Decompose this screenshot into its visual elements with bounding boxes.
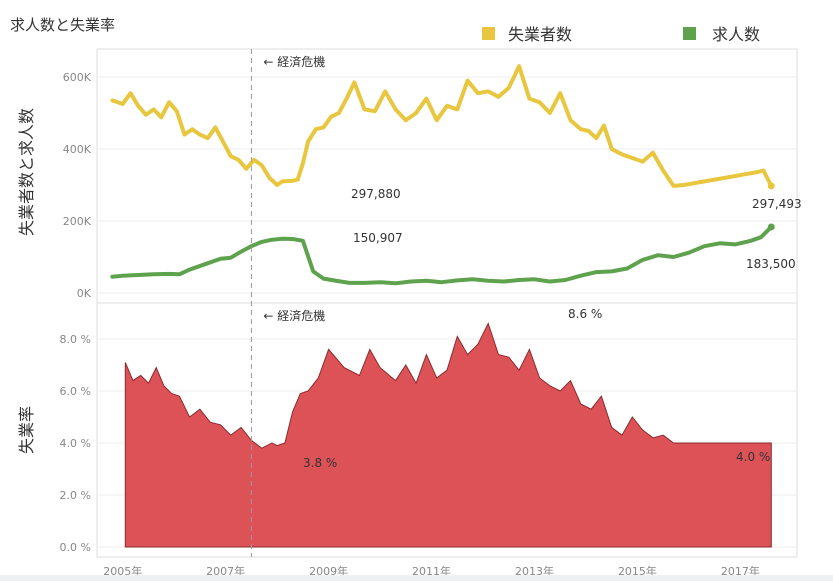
crisis-label-text: 経済危機 <box>277 308 325 323</box>
series-end-point[interactable] <box>767 182 775 190</box>
annotation-rate-min: 3.8 % <box>303 456 337 470</box>
legend-label-unemployed[interactable]: 失業者数 <box>508 25 572 44</box>
x-tick-label: 2017年 <box>721 564 760 578</box>
upper-y-ticks: 0K 200K 400K 600K <box>63 71 92 300</box>
arrow-left-icon: ← <box>263 309 273 323</box>
legend[interactable]: 失業者数 求人数 <box>482 25 760 44</box>
lower-y-tick-label: 2.0 % <box>60 489 91 502</box>
annotation-unemployed-min: 297,880 <box>351 187 401 201</box>
annotation-openings-end: 183,500 <box>746 257 796 271</box>
legend-swatch-openings <box>683 27 696 40</box>
crisis-label-text: 経済危機 <box>277 54 325 69</box>
annotation-rate-end: 4.0 % <box>736 450 770 464</box>
annotation-openings-peak: 150,907 <box>353 231 403 245</box>
lower-y-tick-label: 8.0 % <box>60 333 91 346</box>
unemployment-rate-area-path[interactable] <box>124 322 772 548</box>
legend-label-openings[interactable]: 求人数 <box>712 25 760 44</box>
series-line-openings[interactable] <box>110 224 774 286</box>
x-tick-label: 2007年 <box>206 564 245 578</box>
upper-y-tick-label: 200K <box>63 215 92 228</box>
series-line-unemployed[interactable] <box>110 64 774 188</box>
lower-y-tick-label: 0.0 % <box>60 541 91 554</box>
x-axis-ticks: 2005年 2007年 2009年 2011年 2013年 2015年 2017年 <box>103 564 760 578</box>
lower-y-tick-label: 4.0 % <box>60 437 91 450</box>
upper-gridlines <box>97 76 797 294</box>
upper-y-axis-label: 失業者数と求人数 <box>17 108 36 236</box>
annotation-unemployed-end: 297,493 <box>752 197 802 211</box>
x-tick-label: 2015年 <box>618 564 657 578</box>
lower-y-axis-label: 失業率 <box>17 406 36 454</box>
bottom-scroll-strip <box>0 575 833 581</box>
crisis-label-lower: ← 経済危機 <box>263 308 325 323</box>
x-tick-label: 2005年 <box>103 564 142 578</box>
x-tick-label: 2013年 <box>515 564 554 578</box>
lower-y-tick-label: 6.0 % <box>60 385 91 398</box>
chart-title: 求人数と失業率 <box>10 16 115 34</box>
line-series[interactable] <box>110 64 775 286</box>
lower-panel-frame <box>96 302 798 558</box>
arrow-left-icon: ← <box>263 55 273 69</box>
lower-y-ticks: 0.0 % 2.0 % 4.0 % 6.0 % 8.0 % <box>60 333 91 554</box>
legend-swatch-unemployed <box>482 27 495 40</box>
upper-y-tick-label: 600K <box>63 71 92 84</box>
x-tick-label: 2011年 <box>412 564 451 578</box>
annotation-rate-max: 8.6 % <box>568 307 602 321</box>
upper-y-tick-label: 400K <box>63 143 92 156</box>
x-tick-label: 2009年 <box>309 564 348 578</box>
unemployment-rate-area[interactable] <box>124 322 772 548</box>
series-end-point[interactable] <box>767 223 775 231</box>
crisis-label-upper: ← 経済危機 <box>263 54 325 69</box>
upper-y-tick-label: 0K <box>77 287 92 300</box>
